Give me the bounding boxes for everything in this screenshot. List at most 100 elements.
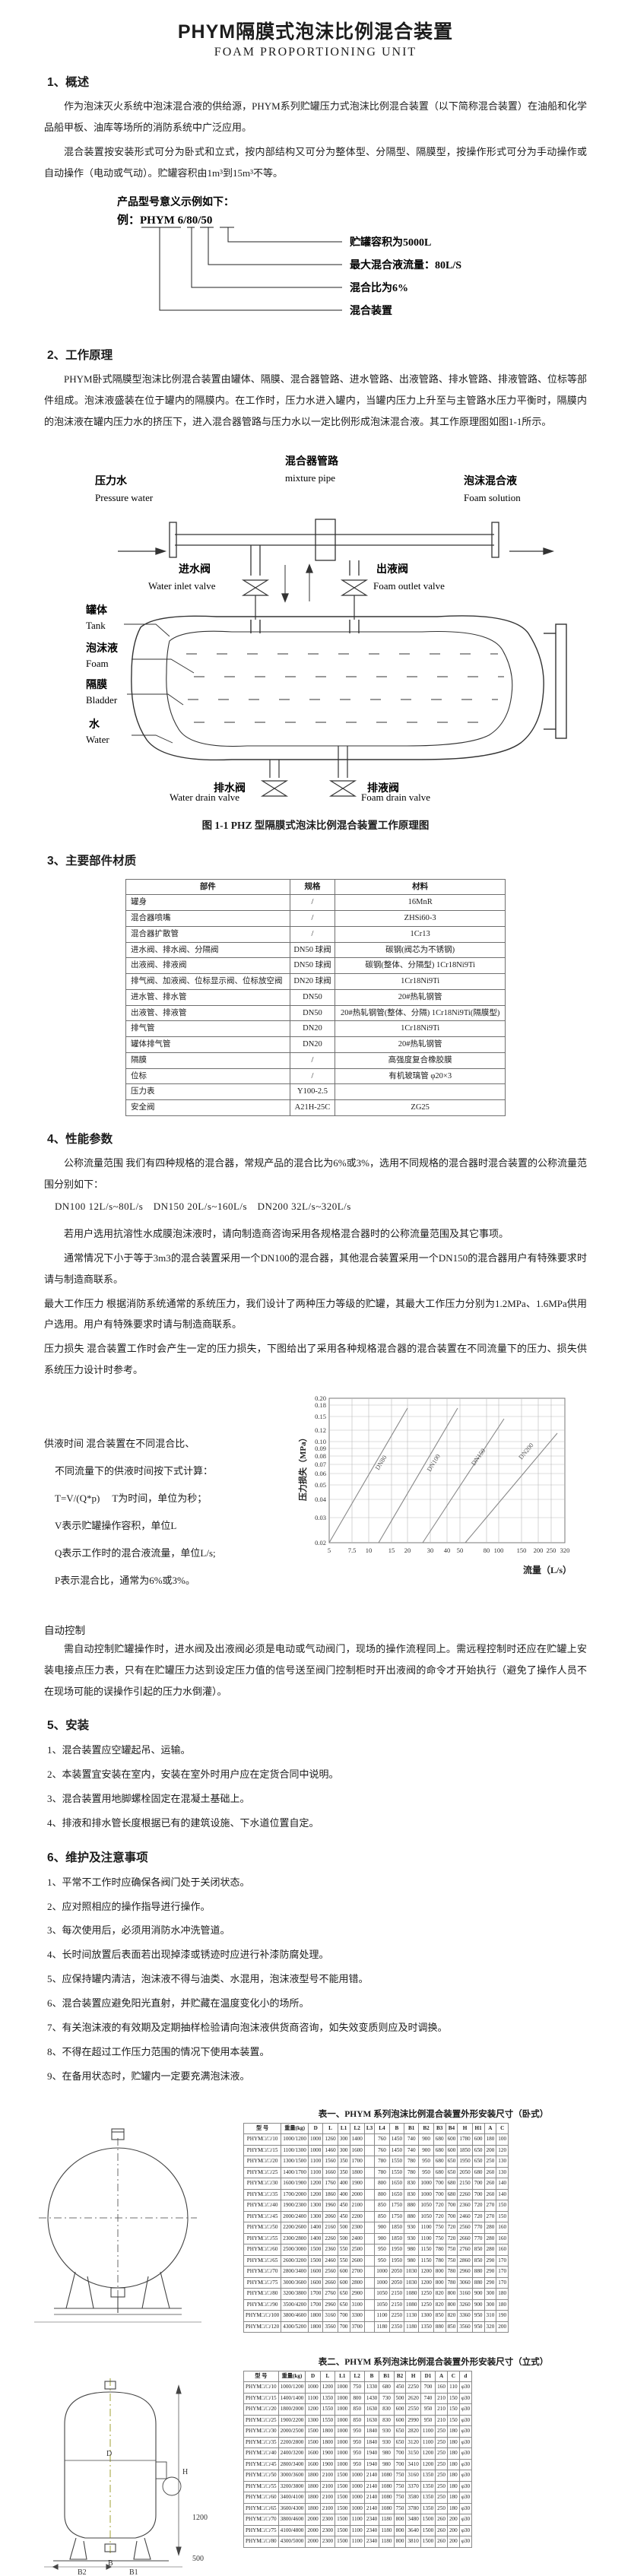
- maintenance-item: 1、平常不工作时应确保各阀门处于关闭状态。: [47, 1876, 250, 1888]
- table-cell: [363, 2166, 376, 2179]
- x-tick: 30: [427, 1547, 434, 1554]
- table-cell: φ30: [458, 2458, 473, 2471]
- th-a: A: [484, 2122, 497, 2135]
- table-cell: 2300: [319, 2524, 336, 2537]
- table-cell: 2140: [363, 2492, 380, 2504]
- label-water-drain-cn: 排水阀: [214, 782, 246, 795]
- table-cell: 1000: [418, 2178, 434, 2190]
- table-cell: 有机玻璃管 φ20×3: [335, 1068, 506, 1085]
- table-cell: 1000: [307, 2133, 324, 2146]
- table-cell: 1550: [388, 2166, 405, 2179]
- table-cell: 1500: [335, 2480, 350, 2493]
- table-row: PHYM□/□/25 1900/2200 1300 1550 1000 850 1630 83…: [243, 2414, 473, 2427]
- x-tick: 15: [388, 1547, 395, 1554]
- table-cell: 1080: [379, 2502, 395, 2515]
- y-tick: 0.05: [315, 1481, 326, 1489]
- table-cell: 1560: [322, 2156, 338, 2168]
- table-cell: 1080: [404, 2298, 420, 2311]
- table-cell: 1200: [420, 2458, 436, 2471]
- table-cell: PHYM□/□/40: [243, 2200, 282, 2212]
- table-cell: 180: [446, 2502, 460, 2515]
- table-cell: 210: [435, 2403, 448, 2416]
- table-cell: 150: [496, 2210, 509, 2223]
- table-cell: 2200/2600: [281, 2222, 309, 2234]
- table-cell: φ30: [458, 2492, 473, 2504]
- table-cell: 1300: [307, 2200, 324, 2212]
- section4-paragraph-3: 通常情况下小于等于3m3的混合装置采用一个DN100的混合器，其他混合装置采用一…: [44, 1252, 587, 1285]
- table-cell: 3200/3800: [277, 2480, 306, 2493]
- table-cell: [363, 2156, 376, 2168]
- note-line: Q表示工作时的混合液流量，单位L/s;: [55, 1547, 216, 1559]
- table-cell: 1550: [319, 2403, 336, 2416]
- label-mixture-pipe-cn: 混合器管路: [285, 455, 339, 468]
- table-cell: 1100: [349, 2524, 365, 2537]
- table-cell: 180: [496, 2298, 509, 2311]
- table-cell: 300: [484, 2288, 497, 2300]
- table-row: PHYM□/□/60 3400/4100 1800 2100 1500 1000 2140 1…: [243, 2492, 473, 2504]
- materials-col-part: 部件: [125, 878, 290, 896]
- table-cell: 680: [433, 2156, 446, 2168]
- table-cell: 2400/3200: [277, 2448, 306, 2460]
- table-cell: 680: [471, 2166, 485, 2179]
- table-cell: 180: [446, 2492, 460, 2504]
- table2-row: D H 1200 500 B2 B1 B 型 号 重量(kg) D: [0, 2370, 631, 2576]
- table-cell: 4100/4800: [277, 2524, 306, 2537]
- table-cell: 1600/1900: [281, 2178, 309, 2190]
- table-cell: PHYM□/□/50: [243, 2470, 279, 2482]
- table-cell: [363, 2210, 376, 2223]
- table-cell: 1600: [307, 2266, 324, 2278]
- table-cell: 900: [471, 2288, 485, 2300]
- table-cell: 1400: [307, 2222, 324, 2234]
- table-cell: 800: [445, 2288, 458, 2300]
- table-cell: /: [289, 1068, 336, 1085]
- table-cell: 1300: [307, 2210, 324, 2223]
- install-item: 3、混合装置用地脚螺栓固定在混凝土基础上。: [47, 1792, 250, 1804]
- th-l4: L4: [374, 2122, 390, 2135]
- table-cell: 900: [418, 2133, 434, 2146]
- pressure-loss-chart-svg: DN80 DN100 DN150 DN200 0.20 0.18 0.15 0.…: [297, 1394, 572, 1575]
- drain-pipes: [260, 745, 357, 797]
- table-cell: 1900: [319, 2458, 336, 2471]
- th-l1: L1: [335, 2370, 350, 2383]
- table-cell: 300: [337, 2144, 350, 2157]
- table-cell: DN50: [289, 1004, 336, 1022]
- table-cell: [363, 2288, 376, 2300]
- table-cell: 750: [349, 2381, 365, 2394]
- table-cell: 2260: [322, 2232, 338, 2245]
- table-cell: 进水阀、排水阀、分隔阀: [125, 941, 290, 959]
- table-cell: 1900/2300: [281, 2200, 309, 2212]
- table-cell: 1100: [420, 2436, 436, 2449]
- table-cell: 650: [445, 2166, 458, 2179]
- model-label-volume: 贮罐容积为5000L: [349, 236, 431, 249]
- table-cell: 930: [404, 2232, 420, 2245]
- table-cell: 1500: [335, 2502, 350, 2515]
- y-tick: 0.04: [315, 1496, 327, 1503]
- materials-table: 部件 规格 材料 罐身/16MnR 混合器喷嘴 / ZHSi60-3 混合器扩散管/1C…: [125, 878, 506, 1116]
- table-cell: 850: [374, 2200, 390, 2212]
- table-cell: 2900: [349, 2288, 365, 2300]
- table-cell: /: [289, 1052, 336, 1069]
- table1-body: PHYM□/□/10 1000/1200 1000 1260 300 1400 760 145…: [243, 2133, 509, 2333]
- table-cell: 1300: [305, 2414, 321, 2427]
- th-l2: L2: [349, 2370, 365, 2383]
- table-cell: 1000: [335, 2448, 350, 2460]
- label-pressure-water-en: Pressure water: [95, 492, 154, 503]
- table-cell: 800: [393, 2536, 407, 2548]
- th-b: B: [388, 2122, 405, 2135]
- table-cell: 1800: [319, 2425, 336, 2438]
- table2-head: 型 号 重量(kg) D L L1 L2 B B1 B2 H D1 A C d: [243, 2370, 473, 2383]
- section4-heading: 4、性能参数: [47, 1132, 113, 1146]
- table-cell: [363, 2266, 376, 2278]
- table-cell: A21H-25C: [289, 1099, 336, 1116]
- table-cell: 780: [433, 2254, 446, 2267]
- table-cell: /: [289, 894, 336, 912]
- figure-1-1-caption: 图 1-1 PHZ 型隔膜式泡沫比例混合装置工作原理图: [201, 819, 430, 831]
- table-cell: PHYM□/□/15: [243, 2392, 279, 2405]
- table-cell: 1150: [418, 2254, 434, 2267]
- table-cell: 1000: [305, 2381, 321, 2394]
- table-cell: 720: [433, 2200, 446, 2212]
- section6-heading: 6、维护及注意事项: [47, 1851, 148, 1864]
- table-cell: 950: [374, 2244, 390, 2256]
- table-cell: 2100: [319, 2492, 336, 2504]
- table-cell: 600: [337, 2266, 350, 2278]
